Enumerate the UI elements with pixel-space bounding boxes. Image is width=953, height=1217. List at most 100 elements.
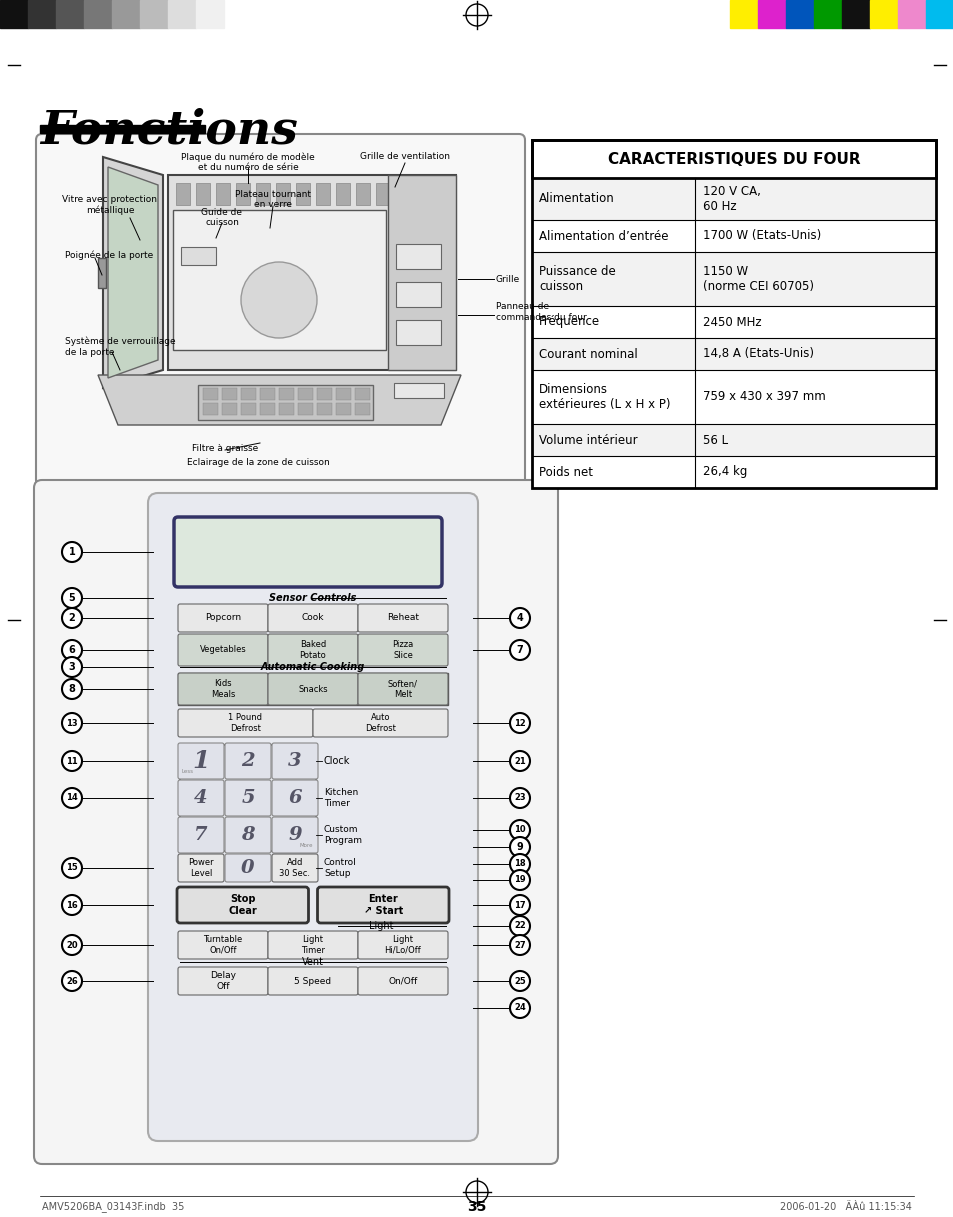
FancyBboxPatch shape xyxy=(357,968,448,996)
Text: 15: 15 xyxy=(66,864,78,873)
Bar xyxy=(84,0,112,28)
Bar xyxy=(28,0,56,28)
Text: 22: 22 xyxy=(514,921,525,931)
FancyBboxPatch shape xyxy=(225,817,271,853)
Text: Fonctions: Fonctions xyxy=(40,108,297,155)
Text: 23: 23 xyxy=(514,793,525,802)
Text: Guide de
cuisson: Guide de cuisson xyxy=(201,208,242,228)
Bar xyxy=(758,0,785,28)
Circle shape xyxy=(62,608,82,628)
FancyBboxPatch shape xyxy=(178,673,268,705)
Text: Baked
Potato: Baked Potato xyxy=(299,640,326,660)
Text: 7: 7 xyxy=(194,826,208,845)
Bar xyxy=(168,175,456,370)
Text: 5: 5 xyxy=(69,593,75,602)
Text: 6: 6 xyxy=(69,645,75,655)
Text: Courant nominal: Courant nominal xyxy=(538,348,638,360)
Bar xyxy=(395,282,440,307)
Polygon shape xyxy=(108,167,158,378)
Text: Automatic Cooking: Automatic Cooking xyxy=(260,662,365,672)
Bar xyxy=(532,220,935,252)
Text: 1: 1 xyxy=(69,546,75,557)
Bar xyxy=(532,140,935,178)
Text: 4: 4 xyxy=(194,789,208,807)
Text: Poids net: Poids net xyxy=(538,465,593,478)
FancyBboxPatch shape xyxy=(225,780,271,817)
Bar xyxy=(112,0,140,28)
Circle shape xyxy=(62,657,82,677)
Text: 1150 W
(norme CEI 60705): 1150 W (norme CEI 60705) xyxy=(702,265,813,293)
Bar xyxy=(172,211,386,350)
Text: 9: 9 xyxy=(517,842,523,852)
Text: Vitre avec protection
métallique: Vitre avec protection métallique xyxy=(63,195,157,215)
Bar xyxy=(222,403,236,415)
Text: 35: 35 xyxy=(467,1200,486,1215)
Bar xyxy=(235,183,250,204)
Bar xyxy=(388,175,456,370)
Bar xyxy=(532,370,935,424)
FancyBboxPatch shape xyxy=(272,744,317,779)
Text: 26: 26 xyxy=(66,976,78,986)
Text: Sensor Controls: Sensor Controls xyxy=(269,593,356,602)
Text: Cook: Cook xyxy=(301,613,324,623)
Text: Light: Light xyxy=(369,921,393,931)
Bar xyxy=(195,183,210,204)
Text: Enter
↗ Start: Enter ↗ Start xyxy=(363,894,402,916)
Bar xyxy=(180,745,315,851)
Bar xyxy=(532,456,935,488)
Text: 10: 10 xyxy=(514,825,525,835)
Text: AMV5206BA_03143F.indb  35: AMV5206BA_03143F.indb 35 xyxy=(42,1201,184,1212)
Bar xyxy=(355,183,370,204)
Text: 2006-01-20   ÄÀû 11:15:34: 2006-01-20 ÄÀû 11:15:34 xyxy=(780,1202,911,1212)
Circle shape xyxy=(62,935,82,955)
FancyBboxPatch shape xyxy=(272,854,317,882)
Text: 26,4 kg: 26,4 kg xyxy=(702,465,746,478)
FancyBboxPatch shape xyxy=(178,817,224,853)
Circle shape xyxy=(510,608,530,628)
Bar xyxy=(897,0,925,28)
Text: More: More xyxy=(299,843,313,848)
FancyBboxPatch shape xyxy=(268,968,357,996)
Bar xyxy=(785,0,813,28)
Text: Auto
Defrost: Auto Defrost xyxy=(365,713,395,733)
Circle shape xyxy=(62,787,82,808)
Text: Plateau tournant
en verre: Plateau tournant en verre xyxy=(234,190,311,209)
Bar xyxy=(532,338,935,370)
Text: 8: 8 xyxy=(241,826,254,845)
Text: Plaque du numéro de modèle
et du numéro de série: Plaque du numéro de modèle et du numéro … xyxy=(181,152,314,172)
Bar xyxy=(813,0,841,28)
Circle shape xyxy=(510,713,530,733)
Text: On/Off: On/Off xyxy=(388,976,417,986)
Text: Kitchen
Timer: Kitchen Timer xyxy=(324,789,358,808)
FancyBboxPatch shape xyxy=(313,710,448,738)
FancyBboxPatch shape xyxy=(148,493,477,1142)
FancyBboxPatch shape xyxy=(178,968,268,996)
Bar xyxy=(375,183,390,204)
Text: Grille de ventilation: Grille de ventilation xyxy=(359,152,450,161)
FancyBboxPatch shape xyxy=(225,854,271,882)
Text: Vent: Vent xyxy=(302,957,324,968)
Text: Control
Setup: Control Setup xyxy=(324,858,356,877)
Bar xyxy=(355,403,370,415)
Text: 11: 11 xyxy=(66,757,78,765)
Text: 759 x 430 x 397 mm: 759 x 430 x 397 mm xyxy=(702,391,825,404)
Bar xyxy=(532,424,935,456)
Bar xyxy=(532,178,935,220)
Text: 4: 4 xyxy=(517,613,523,623)
Circle shape xyxy=(510,998,530,1017)
Bar xyxy=(297,403,313,415)
Bar xyxy=(395,243,440,269)
FancyBboxPatch shape xyxy=(178,634,268,666)
Bar xyxy=(0,0,28,28)
Bar xyxy=(395,183,410,204)
Text: 2: 2 xyxy=(69,613,75,623)
Bar xyxy=(416,183,430,204)
FancyBboxPatch shape xyxy=(272,817,317,853)
Circle shape xyxy=(510,751,530,772)
Text: Dimensions
extérieures (L x H x P): Dimensions extérieures (L x H x P) xyxy=(538,383,670,411)
Text: Alimentation d’entrée: Alimentation d’entrée xyxy=(538,230,668,242)
Text: 2: 2 xyxy=(241,752,254,770)
Polygon shape xyxy=(103,157,163,388)
Circle shape xyxy=(510,837,530,857)
Text: 5: 5 xyxy=(241,789,254,807)
